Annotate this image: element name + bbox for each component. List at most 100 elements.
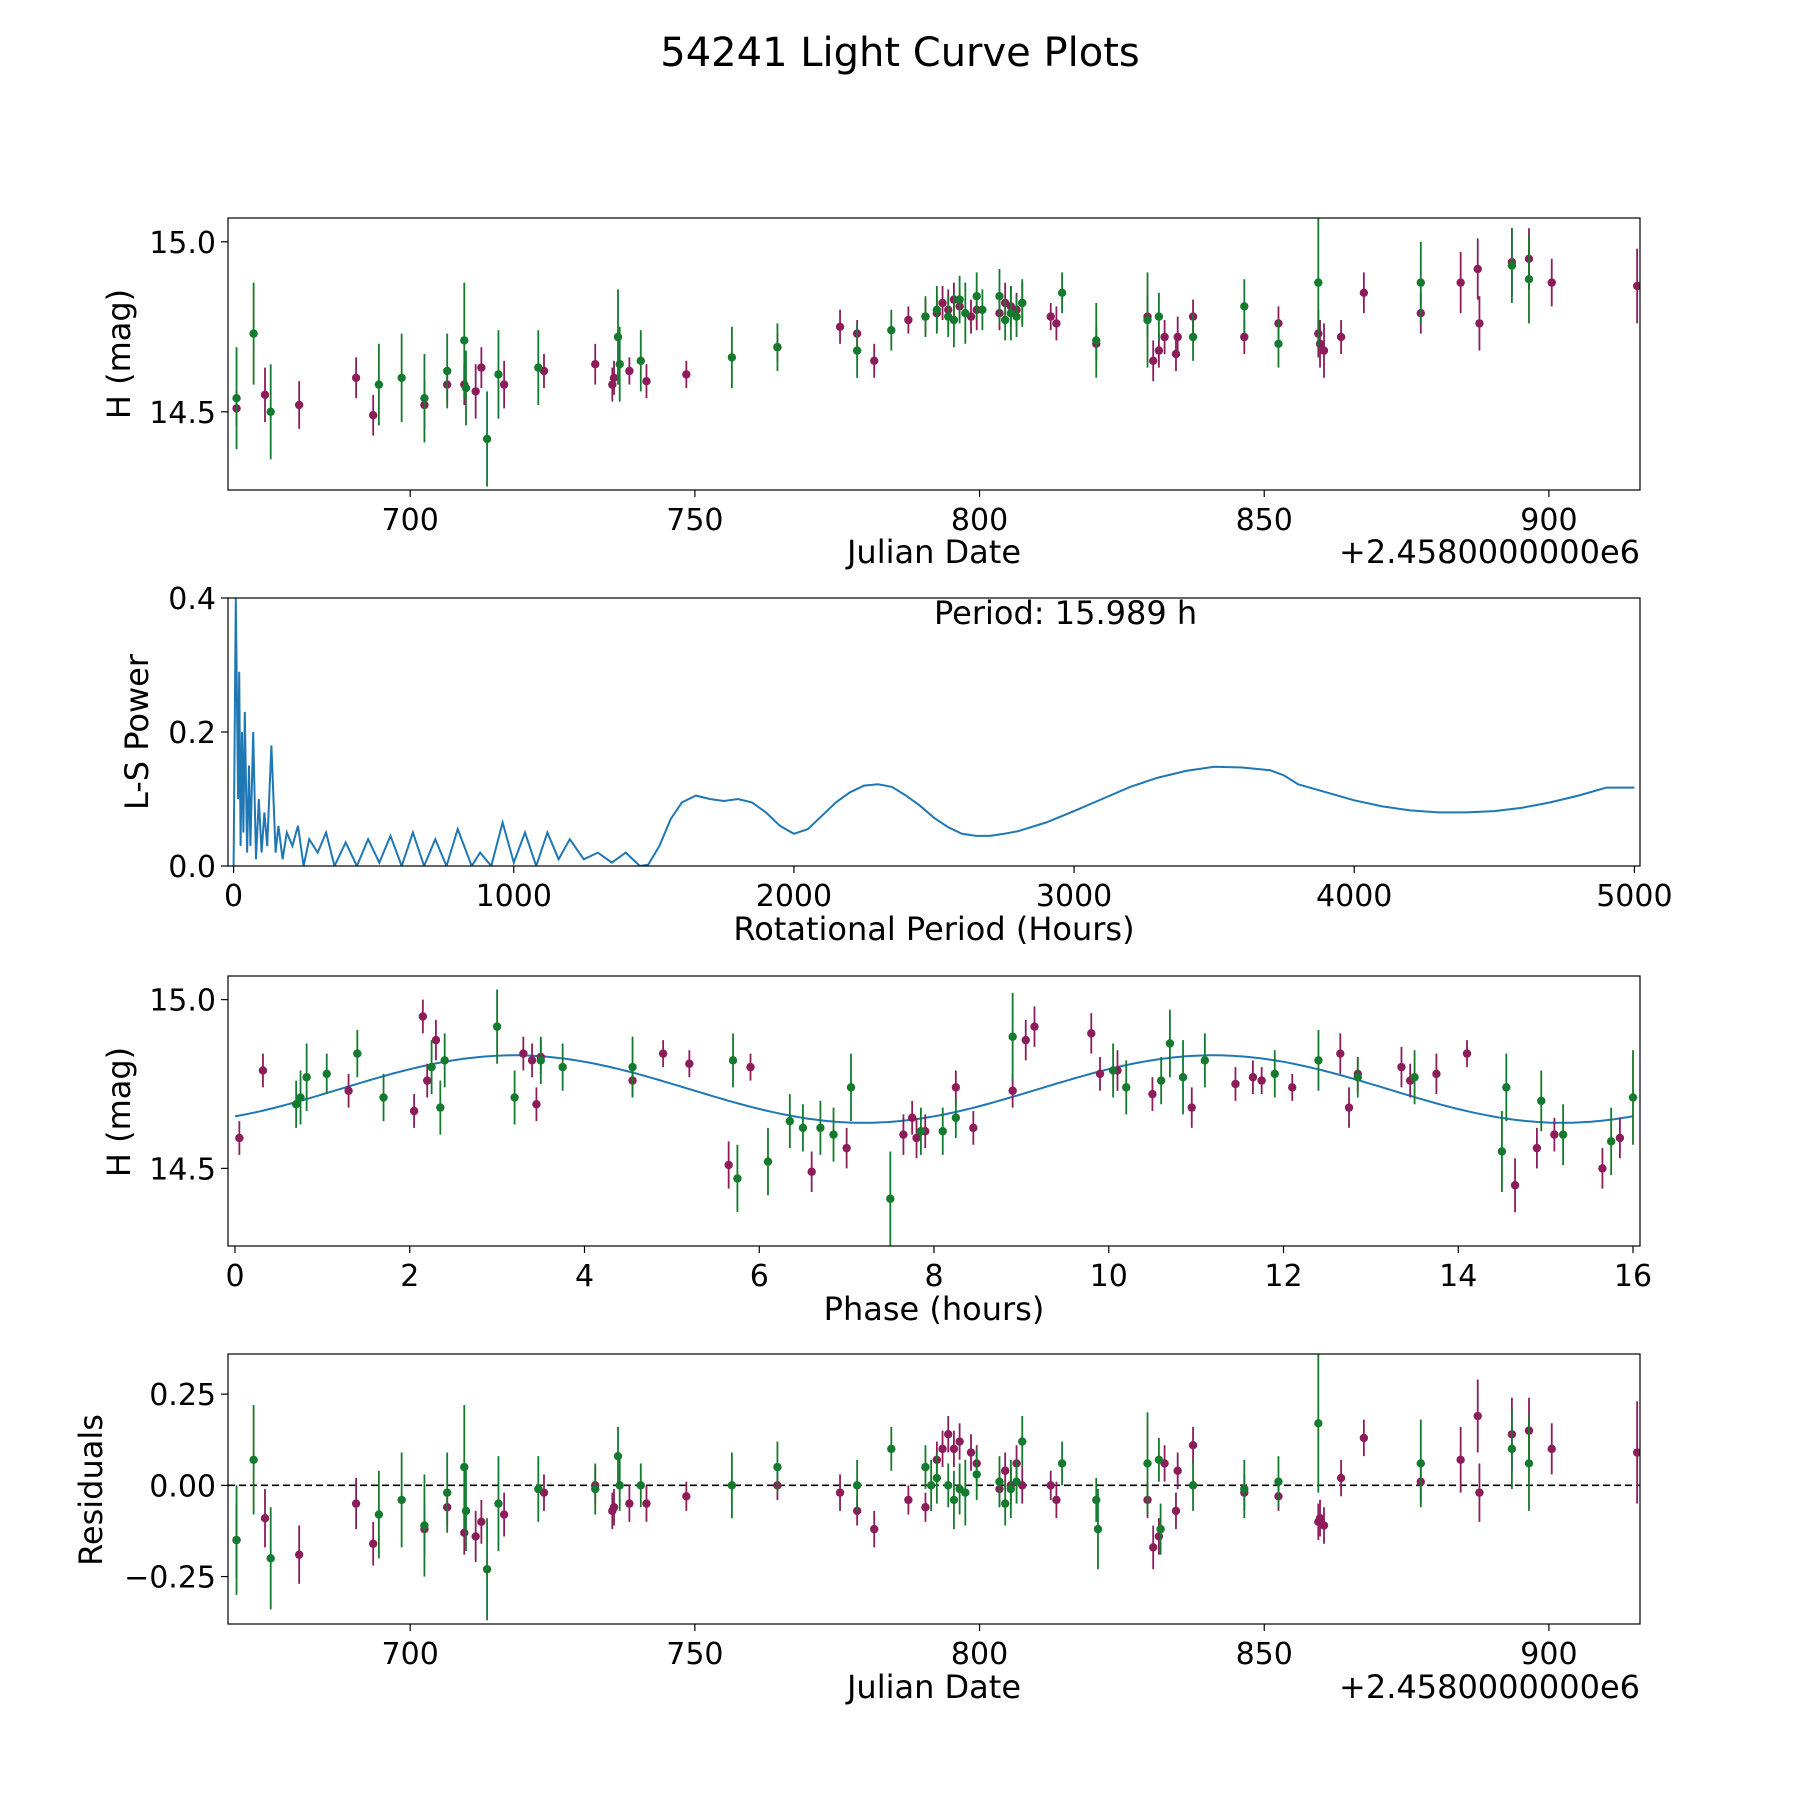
phased-point — [427, 1062, 436, 1072]
lightcurve-point — [1547, 278, 1556, 287]
lightcurve-ticks: 700 750 800 850 900 14.5 15.0 — [149, 226, 1577, 538]
residuals-xtick-label: 750 — [666, 1637, 723, 1672]
residuals-point — [1006, 1484, 1016, 1494]
lightcurve-point — [949, 315, 959, 325]
lightcurve-point — [266, 407, 275, 416]
figure-title: 54241 Light Curve Plots — [660, 30, 1139, 76]
phased-point — [951, 1083, 961, 1092]
residuals-point — [926, 1481, 936, 1490]
lightcurve-xtick-label: 750 — [666, 503, 723, 538]
lightcurve-ytick-label: 15.0 — [149, 226, 216, 261]
residuals-xtick-label: 900 — [1520, 1637, 1577, 1672]
lightcurve-point — [1092, 336, 1101, 345]
lightcurve-xtick-label: 850 — [1236, 503, 1293, 538]
residuals-point — [499, 1510, 509, 1519]
phased-point — [846, 1083, 856, 1092]
phased-point — [322, 1069, 331, 1079]
phased-point — [492, 1022, 502, 1031]
phased-point — [1410, 1073, 1419, 1082]
phased-point — [829, 1130, 838, 1139]
lightcurve-ytick-label: 14.5 — [149, 396, 216, 431]
residuals-point — [1046, 1481, 1055, 1490]
phased-point — [724, 1160, 733, 1170]
periodogram-xtick-label: 4000 — [1316, 879, 1392, 914]
phased-point — [816, 1123, 825, 1133]
phased-point — [1008, 1086, 1017, 1095]
lightcurve-point — [852, 346, 862, 355]
phased-ylabel: H (mag) — [100, 1047, 138, 1177]
residuals-point — [374, 1510, 384, 1519]
residuals-point — [1093, 1524, 1103, 1534]
phased-point — [685, 1059, 694, 1068]
lightcurve-point — [351, 373, 361, 382]
residuals-point — [460, 1462, 469, 1472]
panel-residuals: 700 750 800 850 900 −0.25 0.00 0.25 Julian Date… — [72, 1353, 1641, 1706]
residuals-ylabel: Residuals — [72, 1414, 110, 1566]
periodogram-ytick-label: 0.0 — [168, 850, 216, 885]
phased-point — [558, 1062, 567, 1072]
lightcurve-point — [461, 383, 471, 393]
residuals-point — [1475, 1488, 1484, 1497]
residuals-xtick-label: 700 — [382, 1637, 439, 1672]
phased-ytick-label: 15.0 — [149, 984, 216, 1019]
lightcurve-point — [1507, 261, 1517, 270]
lightcurve-point — [1632, 281, 1640, 291]
phased-point — [912, 1133, 921, 1143]
phased-xtick-label: 12 — [1264, 1259, 1302, 1294]
lightcurve-point — [420, 394, 429, 403]
phased-point — [431, 1035, 441, 1045]
residuals-point — [249, 1455, 258, 1465]
residuals-point — [1507, 1444, 1517, 1454]
residuals-point — [1057, 1459, 1067, 1468]
phased-point — [658, 1049, 668, 1058]
residuals-point — [1018, 1437, 1027, 1446]
phased-point — [291, 1100, 301, 1109]
periodogram-ticks: 0 1000 2000 3000 4000 5000 0.0 0.2 0.4 — [168, 582, 1672, 914]
residuals-point — [1188, 1441, 1198, 1450]
periodogram-xtick-label: 2000 — [756, 879, 832, 914]
residuals-point — [420, 1521, 429, 1530]
lightcurve-point — [232, 394, 241, 403]
phased-point — [899, 1130, 908, 1139]
residuals-point — [773, 1462, 782, 1472]
residuals-point — [932, 1473, 942, 1483]
lightcurve-point — [642, 377, 651, 386]
phased-point — [1462, 1049, 1472, 1058]
lightcurve-point — [972, 292, 981, 301]
phased-point — [1558, 1130, 1568, 1139]
lightcurve-point — [921, 312, 930, 321]
lightcurve-point — [773, 343, 782, 352]
lightcurve-point — [499, 380, 509, 389]
residuals-point — [1240, 1484, 1249, 1494]
lightcurve-point — [1359, 288, 1369, 297]
residuals-point — [961, 1488, 970, 1497]
residuals-point — [1314, 1419, 1323, 1428]
phased-frame — [227, 975, 1641, 1247]
periodogram-annotation: Period: 15.989 h — [934, 594, 1197, 632]
lightcurve-point — [1475, 319, 1484, 328]
residuals-point — [397, 1495, 406, 1505]
phased-point — [1497, 1147, 1507, 1156]
residuals-point — [642, 1499, 651, 1508]
phased-point — [527, 1056, 537, 1065]
lightcurve-point — [1154, 312, 1164, 321]
periodogram-xtick-label: 5000 — [1596, 879, 1672, 914]
residuals-point — [1171, 1506, 1181, 1516]
lightcurve-point — [1188, 332, 1198, 342]
phased-points — [234, 989, 1638, 1246]
phased-ytick-label: 14.5 — [149, 1152, 216, 1187]
phased-point — [423, 1076, 432, 1085]
phased-xtick-label: 6 — [750, 1259, 769, 1294]
lightcurve-point — [961, 309, 970, 318]
lightcurve-point — [1018, 298, 1027, 308]
lightcurve-point — [477, 363, 486, 372]
lightcurve-point — [613, 332, 623, 342]
residuals-point — [727, 1481, 737, 1490]
lightcurve-point — [1046, 312, 1055, 321]
lightcurve-point — [591, 360, 600, 369]
residuals-point — [461, 1506, 471, 1516]
periodogram-ylabel: L-S Power — [118, 653, 156, 810]
phased-point — [510, 1093, 519, 1102]
residuals-point — [534, 1484, 543, 1494]
phased-point — [1200, 1056, 1210, 1065]
